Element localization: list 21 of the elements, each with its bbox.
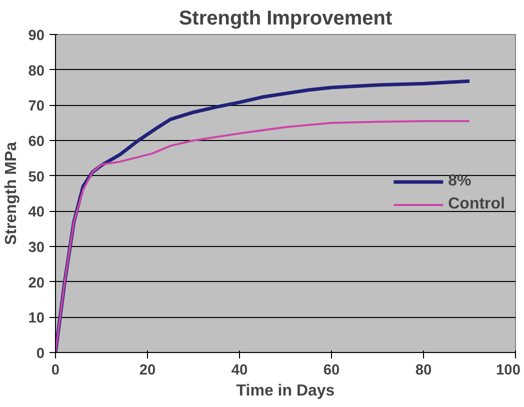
y-tick-label: 10	[28, 310, 45, 327]
y-tick-label: 20	[28, 275, 45, 292]
x-tick-label: 100	[496, 362, 521, 378]
y-tick-label: 80	[28, 63, 45, 80]
y-tick-label: 50	[28, 169, 45, 186]
x-tick-label: 40	[231, 362, 248, 378]
x-tick-label: 80	[415, 362, 432, 378]
chart-title: Strength Improvement	[178, 8, 393, 30]
y-tick-label: 0	[36, 346, 45, 362]
x-tick-label: 60	[323, 362, 340, 378]
y-tick-label: 40	[28, 204, 45, 221]
x-axis-title: Time in Days	[236, 382, 335, 400]
y-tick-label: 30	[28, 240, 45, 256]
x-tick-label: 20	[139, 362, 156, 378]
y-tick-label: 60	[28, 134, 45, 150]
y-axis-title: Strength MPa	[3, 142, 20, 246]
y-tick-label: 90	[28, 28, 45, 44]
legend-label: Control	[448, 196, 505, 214]
legend-label: 8%	[448, 172, 472, 190]
y-tick-label: 70	[28, 98, 45, 115]
x-tick-label: 0	[51, 362, 60, 378]
